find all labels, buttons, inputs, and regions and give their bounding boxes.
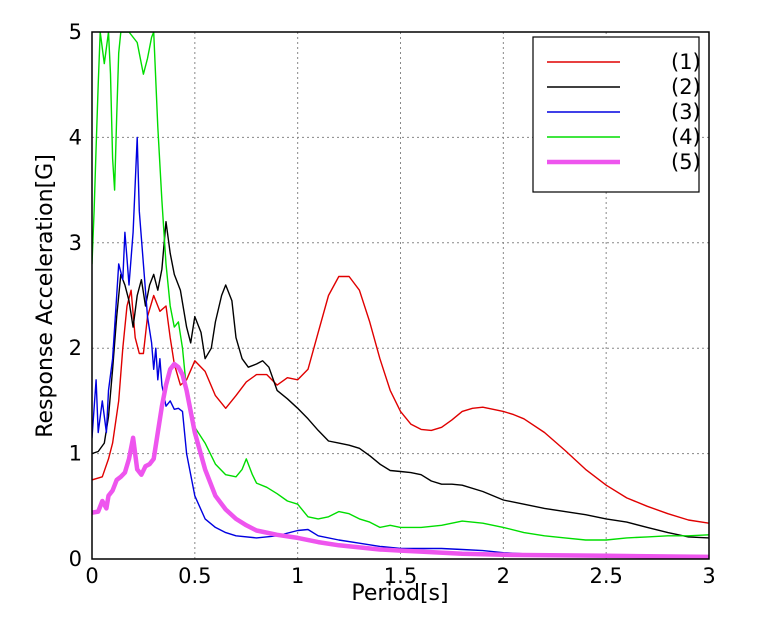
plot-frame [91,31,710,560]
y-tick-label: 5 [69,20,82,44]
series-layer [92,32,709,559]
y-tick-label: 1 [69,442,82,466]
series-line-5 [92,361,709,559]
x-tick-label: 2.5 [589,564,622,588]
x-tick-label: 2 [497,564,510,588]
legend-box [532,36,700,193]
y-tick-label: 3 [69,231,82,255]
tick-labels: 0 0.5 1 1.5 2 2.5 3 0 1 2 3 4 5 [69,20,716,588]
y-tick-label: 4 [69,125,82,149]
series-line-1 [92,275,709,524]
legend-label-3: (3) [671,100,701,124]
legend-label-2: (2) [671,75,701,99]
legend-label-4: (4) [671,125,701,149]
x-axis-title: Period[s] [351,581,448,606]
x-tick-label: 1 [291,564,304,588]
legend: (1)(2)(3)(4)(5) [532,36,701,193]
x-tick-label: 1.5 [384,564,417,588]
x-tick-label: 0.5 [178,564,211,588]
y-axis-title: Response Acceleration[G] [33,154,58,438]
series-line-3 [92,136,709,558]
series-line-4 [92,32,709,541]
y-tick-label: 0 [69,547,82,571]
legend-label-5: (5) [671,150,701,174]
y-tick-label: 2 [69,336,82,360]
x-tick-label: 3 [702,564,715,588]
series-line-2 [92,220,709,539]
legend-label-1: (1) [671,50,701,74]
x-tick-label: 0 [85,564,98,588]
